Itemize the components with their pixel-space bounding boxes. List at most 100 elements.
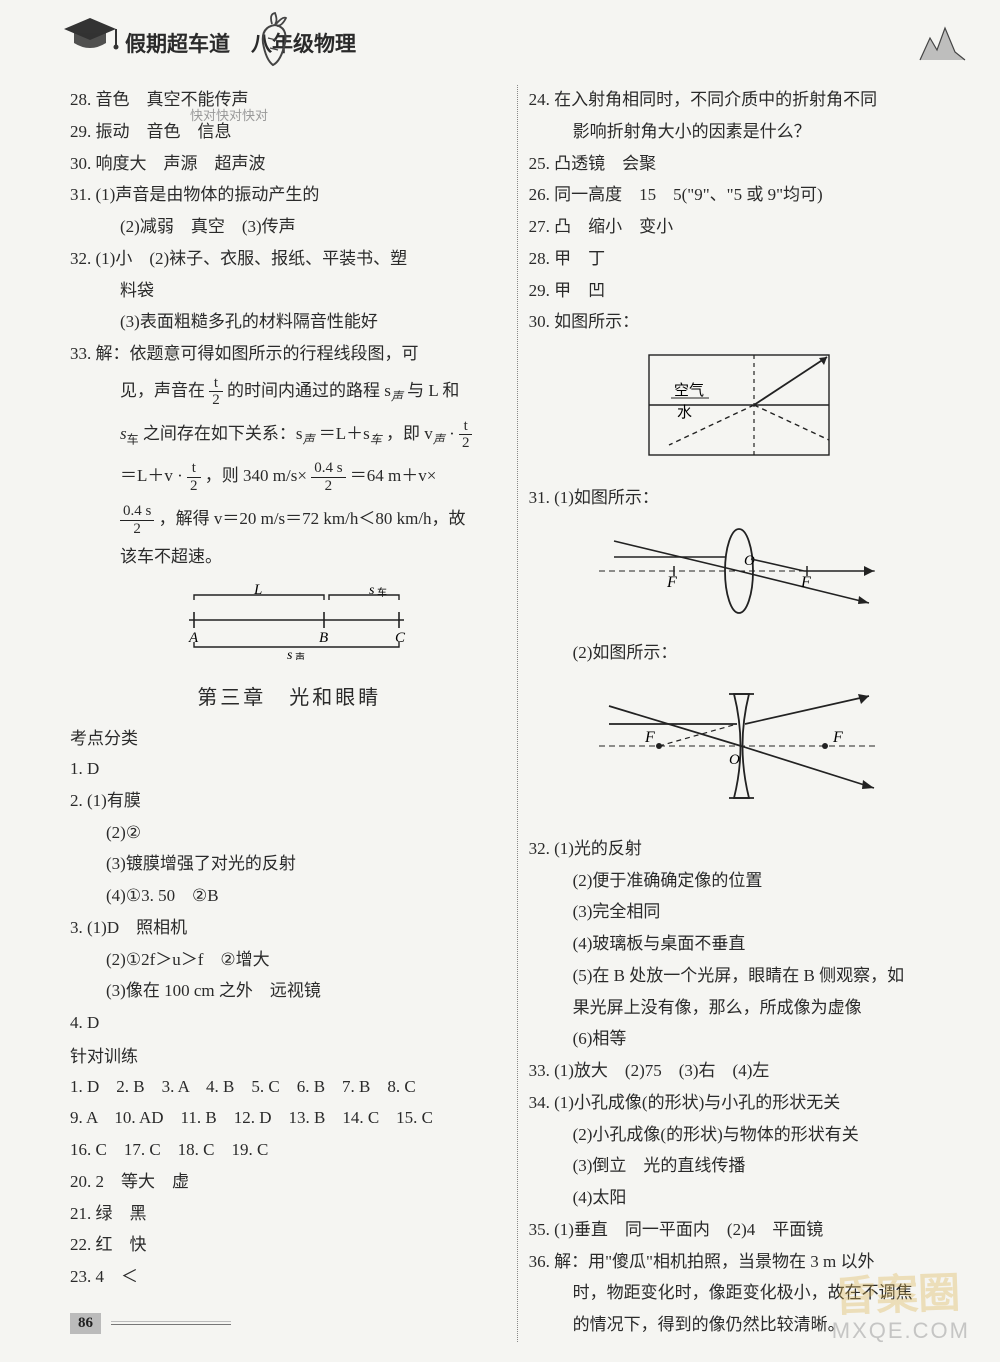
r32e2: 果光屏上没有像，那么，所成像为虚像 bbox=[529, 993, 950, 1023]
q30: 30. 响度大 声源 超声波 bbox=[70, 149, 509, 179]
segment-diagram: L s 车 A B C s 声 bbox=[70, 580, 509, 670]
frac-t2-1: t2 bbox=[209, 375, 223, 409]
d-mid: ，则 340 m/s× bbox=[205, 466, 307, 485]
column-divider bbox=[517, 85, 518, 1342]
svg-text:O: O bbox=[729, 752, 740, 768]
k4: 4. D bbox=[70, 1008, 509, 1038]
svg-text:声: 声 bbox=[295, 651, 305, 660]
watermark-logo: 昏案圈 bbox=[833, 1259, 961, 1324]
svg-text:F: F bbox=[800, 574, 811, 591]
r32e: (5)在 B 处放一个光屏，眼睛在 B 侧观察，如 bbox=[529, 961, 950, 991]
r33: 33. (1)放大 (2)75 (3)右 (4)左 bbox=[529, 1056, 950, 1086]
r34c: (3)倒立 光的直线传播 bbox=[529, 1151, 950, 1181]
z20: 20. 2 等大 虚 bbox=[70, 1167, 509, 1197]
q33-c: s车 之间存在如下关系：s声 ＝L＋s车 ，即 v声 · t2 bbox=[70, 414, 509, 455]
zhendui-title: 针对训练 bbox=[70, 1042, 509, 1072]
z-row2: 9. A 10. AD 11. B 12. D 13. B 14. C 15. … bbox=[70, 1103, 509, 1133]
t-post: 的时间内通过的路程 s bbox=[227, 381, 391, 400]
z21: 21. 绿 黑 bbox=[70, 1199, 509, 1229]
q31-1: 31. (1)声音是由物体的振动产生的 bbox=[70, 180, 509, 210]
footer-rule bbox=[111, 1321, 231, 1325]
faint-overlay: 快对快对快对 bbox=[190, 105, 268, 128]
r28: 28. 甲 丁 bbox=[529, 244, 950, 274]
r32b: (2)便于准确确定像的位置 bbox=[529, 866, 950, 896]
q33-f: 该车不超速。 bbox=[70, 542, 509, 572]
graduation-cap-icon bbox=[60, 15, 120, 60]
r24b: 影响折射角大小的因素是什么？ bbox=[529, 117, 950, 147]
t-pre: 见，声音在 bbox=[120, 381, 205, 400]
c-dot: · bbox=[449, 424, 459, 443]
k2b: (2)② bbox=[70, 818, 509, 848]
header-title-a: 假期超车道 bbox=[125, 32, 230, 56]
svg-text:O: O bbox=[744, 553, 755, 569]
svg-text:s: s bbox=[287, 648, 293, 660]
k1: 1. D bbox=[70, 754, 509, 784]
q29: 29. 振动 音色 信息 bbox=[70, 117, 509, 147]
r32d: (4)玻璃板与桌面不垂直 bbox=[529, 929, 950, 959]
header-title: 假期超车道 八年级物理 bbox=[125, 28, 356, 58]
frac-t2-3: t2 bbox=[187, 460, 201, 494]
z23: 23. 4 ＜ bbox=[70, 1262, 509, 1292]
k3b: (2)①2f＞u＞f ②增大 bbox=[70, 945, 509, 975]
frac-t2-2: t2 bbox=[459, 418, 473, 452]
q33-e: 0.4 s2 ，解得 v＝20 m/s＝72 km/h＜80 km/h，故 bbox=[70, 499, 509, 540]
r26: 26. 同一高度 15 5("9"、"5 或 9"均可) bbox=[529, 180, 950, 210]
k2c: (3)镀膜增强了对光的反射 bbox=[70, 849, 509, 879]
r34d: (4)太阳 bbox=[529, 1183, 950, 1213]
z22: 22. 红 快 bbox=[70, 1230, 509, 1260]
q32-3: (3)表面粗糙多孔的材料隔音性能好 bbox=[70, 307, 509, 337]
watermark-url: MXQE.COM bbox=[832, 1318, 970, 1344]
r34a: 34. (1)小孔成像(的形状)与小孔的形状无关 bbox=[529, 1088, 950, 1118]
e-mid: ，解得 v＝20 m/s＝72 km/h＜80 km/h，故 bbox=[159, 509, 466, 528]
page-number: 86 bbox=[70, 1313, 101, 1334]
d-end: ＝64 m＋v× bbox=[350, 466, 437, 485]
svg-text:C: C bbox=[395, 630, 406, 646]
k3a: 3. (1)D 照相机 bbox=[70, 913, 509, 943]
r24a: 24. 在入射角相同时，不同介质中的折射角不同 bbox=[529, 85, 950, 115]
r34b: (2)小孔成像(的形状)与物体的形状有关 bbox=[529, 1120, 950, 1150]
z-row3: 16. C 17. C 18. C 19. C bbox=[70, 1135, 509, 1165]
q31-2: (2)减弱 真空 (3)传声 bbox=[70, 212, 509, 242]
r32a: 32. (1)光的反射 bbox=[529, 834, 950, 864]
k2a: 2. (1)有膜 bbox=[70, 786, 509, 816]
q33-b: 见，声音在 t2 的时间内通过的路程 s声 与 L 和 bbox=[70, 371, 509, 412]
z-row1: 1. D 2. B 3. A 4. B 5. C 6. B 7. B 8. C bbox=[70, 1072, 509, 1102]
concave-lens-diagram: O F F bbox=[529, 676, 950, 826]
r32c: (3)完全相同 bbox=[529, 897, 950, 927]
r31a: 31. (1)如图所示： bbox=[529, 483, 950, 513]
d-pre: ＝L＋v · bbox=[120, 466, 187, 485]
k2d: (4)①3. 50 ②B bbox=[70, 881, 509, 911]
carrot-icon bbox=[250, 12, 300, 72]
t-tail: 与 L 和 bbox=[407, 381, 459, 400]
q33-a: 33. 解：依题意可得如图所示的行程线段图，可 bbox=[70, 339, 509, 369]
r32f: (6)相等 bbox=[529, 1024, 950, 1054]
c-mid: 之间存在如下关系：s bbox=[143, 424, 303, 443]
left-column: 28. 音色 真空不能传声 快对快对快对 29. 振动 音色 信息 30. 响度… bbox=[70, 85, 509, 1342]
svg-text:水: 水 bbox=[677, 404, 692, 421]
c-end: ，即 v bbox=[386, 424, 433, 443]
r29: 29. 甲 凹 bbox=[529, 276, 950, 306]
q32-1b: 料袋 bbox=[70, 276, 509, 306]
seg-s-sub: 车 bbox=[377, 586, 387, 599]
svg-text:F: F bbox=[832, 729, 843, 746]
r30: 30. 如图所示： bbox=[529, 307, 950, 337]
seg-s: s bbox=[369, 583, 375, 598]
r27: 27. 凸 缩小 变小 bbox=[529, 212, 950, 242]
r35: 35. (1)垂直 同一平面内 (2)4 平面镜 bbox=[529, 1215, 950, 1245]
svg-text:空气: 空气 bbox=[674, 382, 704, 399]
k3c: (3)像在 100 cm 之外 远视镜 bbox=[70, 976, 509, 1006]
right-column: 24. 在入射角相同时，不同介质中的折射角不同 影响折射角大小的因素是什么？ 2… bbox=[529, 85, 950, 1342]
chapter-3-title: 第三章 光和眼睛 bbox=[70, 681, 509, 716]
frac-04-1: 0.4 s2 bbox=[311, 460, 345, 494]
svg-text:B: B bbox=[319, 630, 328, 646]
convex-lens-diagram: O F F bbox=[529, 521, 950, 631]
svg-text:F: F bbox=[666, 574, 677, 591]
c-mid2: ＝L＋s bbox=[319, 424, 370, 443]
q33-d: ＝L＋v · t2 ，则 340 m/s× 0.4 s2 ＝64 m＋v× bbox=[70, 456, 509, 497]
svg-text:F: F bbox=[644, 729, 655, 746]
kaodian-title: 考点分类 bbox=[70, 724, 509, 754]
q32-1: 32. (1)小 (2)袜子、衣服、报纸、平装书、塑 bbox=[70, 244, 509, 274]
page-header: 假期超车道 八年级物理 bbox=[70, 20, 950, 70]
mountain-icon bbox=[915, 20, 970, 73]
refraction-diagram: 空气 水 bbox=[529, 345, 950, 475]
